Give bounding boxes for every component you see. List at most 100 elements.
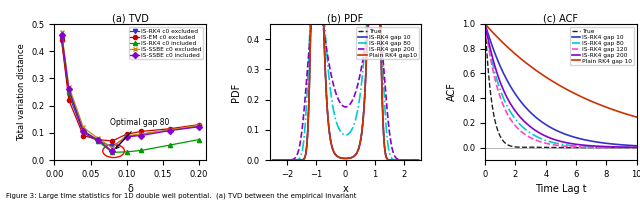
Line: IS-RK4 gap 200: IS-RK4 gap 200 (273, 1, 419, 160)
IS-RK4 gap 80 (395, 159, 403, 161)
IS-RK4 gap 80 (362, 35, 370, 37)
True (500, 140, 508, 142)
Plain RK4 gap 10 (500, 42, 508, 44)
IS-SSBE c0 excluded (58, 31, 65, 33)
Line: IS-SSBE c0 included: IS-SSBE c0 included (60, 33, 201, 153)
IS-SSBE c0 excluded (166, 129, 174, 131)
IS-SSBE c0 excluded (137, 133, 145, 135)
IS-RK4 c0 included (195, 138, 203, 141)
IS-SSBE c0 excluded (123, 134, 131, 137)
True (358, 134, 365, 137)
IS-SSBE c0 included (137, 134, 145, 137)
Plain RK4 gap10 (380, 130, 387, 132)
IS-RK4 gap 200 (380, 64, 387, 66)
IS-SSBE c0 included (166, 129, 174, 132)
IS-RK4 gap 200 (577, 144, 584, 146)
IS-SSBE c0 included (58, 34, 65, 36)
IS-RK4 gap 10 (541, 123, 549, 125)
IS-SSBE c0 included (79, 130, 87, 133)
Plain RK4 gap10 (415, 159, 422, 161)
Title: (a) TVD: (a) TVD (112, 13, 148, 23)
IS-RK4 gap 120 (591, 146, 599, 149)
IS-RK4 c0 included (166, 144, 174, 146)
Line: True: True (485, 24, 637, 148)
Y-axis label: Total variation distance: Total variation distance (17, 43, 26, 141)
True (380, 130, 387, 132)
IS-RK4 c0 excluded (166, 129, 174, 131)
IS-SSBE c0 excluded (79, 126, 87, 129)
Legend: True, IS-RK4 gap 10, IS-RK4 gap 80, IS-RK4 gap 200, Plain RK4 gap10: True, IS-RK4 gap 10, IS-RK4 gap 80, IS-R… (356, 27, 419, 59)
IS-RK4 gap 120 (577, 146, 584, 148)
IS-RK4 gap 200 (395, 158, 403, 161)
Line: IS-SSBE c0 excluded: IS-SSBE c0 excluded (60, 30, 201, 150)
Legend: IS-RK4 c0 excluded, IS-EM c0 excluded, IS-RK4 c0 included, IS-SSBE c0 excluded, : IS-RK4 c0 excluded, IS-EM c0 excluded, I… (129, 27, 203, 59)
IS-RK4 gap 10 (362, 73, 370, 76)
IS-RK4 gap 120 (481, 23, 489, 25)
Y-axis label: ACF: ACF (447, 83, 456, 101)
IS-RK4 gap 80 (541, 139, 549, 141)
IS-EM c0 excluded (79, 134, 87, 137)
IS-RK4 gap 200 (541, 135, 549, 137)
IS-RK4 gap 120 (500, 104, 508, 107)
IS-RK4 gap 80 (380, 79, 387, 81)
IS-RK4 gap 200 (358, 67, 365, 69)
IS-RK4 gap 10 (269, 159, 276, 161)
IS-RK4 gap 10 (500, 72, 508, 74)
True (591, 146, 599, 149)
IS-RK4 gap 200 (278, 159, 285, 161)
Plain RK4 gap 10 (531, 68, 538, 70)
Plain RK4 gap10 (269, 159, 276, 161)
True (481, 23, 489, 25)
Line: True: True (273, 0, 419, 160)
X-axis label: δ: δ (127, 184, 133, 194)
IS-RK4 c0 included (58, 34, 65, 36)
IS-RK4 gap 80 (500, 97, 508, 99)
IS-RK4 c0 included (137, 149, 145, 152)
Title: (c) ACF: (c) ACF (543, 13, 579, 23)
Y-axis label: PDF: PDF (231, 82, 241, 102)
IS-RK4 gap 80 (591, 146, 598, 148)
True (362, 73, 370, 76)
IS-RK4 c0 excluded (137, 133, 145, 135)
IS-RK4 gap 200 (313, 0, 321, 2)
IS-RK4 gap 120 (531, 138, 538, 141)
Line: IS-RK4 gap 80: IS-RK4 gap 80 (485, 24, 637, 148)
IS-RK4 gap 120 (541, 142, 549, 144)
IS-RK4 gap 200 (500, 89, 508, 91)
Line: IS-RK4 gap 120: IS-RK4 gap 120 (485, 24, 637, 148)
IS-SSBE c0 included (195, 126, 203, 128)
IS-EM c0 excluded (166, 128, 174, 130)
IS-RK4 c0 included (108, 151, 116, 154)
True (541, 146, 549, 149)
IS-EM c0 excluded (123, 133, 131, 135)
Plain RK4 gap 10 (577, 95, 584, 98)
IS-RK4 gap 80 (481, 23, 489, 25)
Line: IS-RK4 gap 10: IS-RK4 gap 10 (273, 0, 419, 160)
IS-RK4 gap 10 (354, 150, 362, 153)
IS-SSBE c0 included (123, 136, 131, 138)
IS-SSBE c0 excluded (94, 137, 102, 139)
IS-EM c0 excluded (94, 138, 102, 141)
IS-EM c0 excluded (137, 130, 145, 133)
IS-RK4 gap 200 (481, 23, 489, 25)
IS-RK4 c0 excluded (108, 145, 116, 148)
IS-RK4 gap 200 (415, 159, 422, 161)
IS-RK4 gap 200 (591, 145, 599, 147)
IS-RK4 gap 10 (395, 159, 403, 161)
IS-RK4 gap 80 (531, 134, 538, 137)
True (633, 146, 640, 149)
Plain RK4 gap 10 (591, 101, 598, 104)
True (531, 146, 538, 148)
True (395, 159, 403, 161)
Text: Optimal gap 80: Optimal gap 80 (110, 118, 170, 148)
IS-RK4 c0 included (94, 140, 102, 142)
IS-RK4 gap 200 (633, 146, 640, 149)
IS-RK4 gap 10 (591, 140, 598, 143)
IS-SSBE c0 included (94, 138, 102, 141)
IS-RK4 gap 10 (358, 134, 365, 137)
Line: IS-RK4 c0 included: IS-RK4 c0 included (60, 33, 201, 154)
IS-RK4 gap 10 (531, 115, 538, 117)
IS-RK4 gap 200 (362, 41, 370, 43)
Legend: True, IS-RK4 gap 10, IS-RK4 gap 80, IS-RK4 gap 120, IS-RK4 gap 200, Plain RK4 ga: True, IS-RK4 gap 10, IS-RK4 gap 80, IS-R… (570, 27, 634, 65)
Line: IS-EM c0 excluded: IS-EM c0 excluded (60, 38, 201, 143)
